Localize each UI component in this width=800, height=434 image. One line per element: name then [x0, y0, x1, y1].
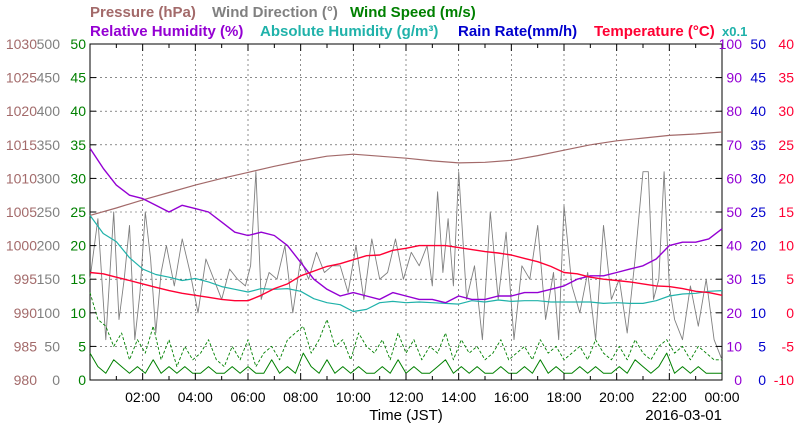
y-tick-label-wind-speed: 10: [70, 305, 86, 321]
legend-item: Wind Speed (m/s): [350, 4, 476, 21]
y-tick-label-rain-rate: 15: [750, 271, 766, 287]
x-tick-label: 10:00: [336, 389, 371, 405]
y-tick-label-wind-direction: 300: [37, 170, 61, 186]
x-tick-label: 06:00: [230, 389, 265, 405]
legend-item: Relative Humidity (%): [90, 23, 243, 40]
legend-item: x0.1: [722, 24, 747, 39]
y-tick-label-wind-direction: 50: [44, 338, 60, 354]
grid: [90, 44, 722, 380]
y-tick-label-rain-rate: 0: [758, 372, 766, 388]
y-tick-label-temperature: 5: [786, 271, 794, 287]
y-tick-label-pressure: 1020: [6, 103, 37, 119]
y-tick-label-wind-direction: 0: [52, 372, 60, 388]
y-tick-label-relative-humidity: 10: [726, 338, 742, 354]
x-tick-label: 02:00: [125, 389, 160, 405]
y-tick-label-wind-direction: 450: [37, 70, 61, 86]
y-tick-label-wind-direction: 350: [37, 137, 61, 153]
y-tick-label-temperature: 10: [778, 238, 794, 254]
y-tick-label-rain-rate: 10: [750, 305, 766, 321]
y-tick-label-wind-speed: 50: [70, 36, 86, 52]
y-tick-label-wind-speed: 0: [78, 372, 86, 388]
y-tick-label-wind-speed: 25: [70, 204, 86, 220]
x-tick-label: 22:00: [652, 389, 687, 405]
y-tick-label-temperature: 0: [786, 305, 794, 321]
y-tick-label-temperature: -5: [782, 338, 795, 354]
y-tick-label-pressure: 985: [14, 338, 38, 354]
legend: Pressure (hPa) Wind Direction (°) Wind Spe…: [90, 4, 747, 40]
y-tick-label-wind-speed: 45: [70, 70, 86, 86]
y-tick-label-rain-rate: 5: [758, 338, 766, 354]
y-tick-label-relative-humidity: 0: [734, 372, 742, 388]
legend-item: Temperature (°C): [594, 23, 715, 40]
y-tick-label-relative-humidity: 80: [726, 103, 742, 119]
y-tick-label-rain-rate: 45: [750, 70, 766, 86]
y-tick-label-relative-humidity: 70: [726, 137, 742, 153]
y-tick-label-wind-direction: 400: [37, 103, 61, 119]
y-tick-label-rain-rate: 50: [750, 36, 766, 52]
legend-item: Pressure (hPa): [90, 4, 196, 21]
y-tick-label-rain-rate: 20: [750, 238, 766, 254]
y-tick-label-wind-direction: 200: [37, 238, 61, 254]
series-layer: [89, 131, 723, 374]
x-tick-label: 08:00: [283, 389, 318, 405]
y-tick-label-wind-direction: 250: [37, 204, 61, 220]
y-tick-label-relative-humidity: 100: [719, 36, 743, 52]
y-tick-label-relative-humidity: 30: [726, 271, 742, 287]
y-tick-label-wind-speed: 20: [70, 238, 86, 254]
legend-item: Absolute Humidity (g/m³): [260, 23, 438, 40]
y-tick-label-relative-humidity: 40: [726, 238, 742, 254]
y-tick-label-pressure: 1030: [6, 36, 37, 52]
series-line-absolute-humidity: [89, 215, 723, 313]
y-tick-label-temperature: 20: [778, 170, 794, 186]
y-tick-label-wind-speed: 5: [78, 338, 86, 354]
y-tick-label-wind-direction: 150: [37, 271, 61, 287]
x-tick-label: 12:00: [388, 389, 423, 405]
y-tick-label-pressure: 990: [14, 305, 38, 321]
x-tick-label: 00:00: [704, 389, 739, 405]
y-tick-label-pressure: 1010: [6, 170, 37, 186]
x-axis-label: Time (JST): [369, 407, 443, 424]
axes-layer: 02:00 04:00 06:00 08:00 10:00 12:00 14:00 16:00…: [6, 36, 794, 405]
legend-item: Wind Direction (°): [212, 4, 338, 21]
y-tick-label-pressure: 1015: [6, 137, 37, 153]
y-tick-label-wind-speed: 35: [70, 137, 86, 153]
x-tick-label: 18:00: [546, 389, 581, 405]
x-tick-label: 04:00: [178, 389, 213, 405]
legend-item: Rain Rate(mm/h): [458, 23, 577, 40]
y-tick-label-wind-direction: 500: [37, 36, 61, 52]
y-tick-label-temperature: 40: [778, 36, 794, 52]
y-tick-label-relative-humidity: 60: [726, 170, 742, 186]
y-tick-label-pressure: 1005: [6, 204, 37, 220]
y-tick-label-wind-speed: 30: [70, 170, 86, 186]
series-line-temperature: [89, 244, 723, 302]
y-tick-label-relative-humidity: 90: [726, 70, 742, 86]
y-tick-label-pressure: 1000: [6, 238, 37, 254]
y-tick-label-rain-rate: 25: [750, 204, 766, 220]
date-label: 2016-03-01: [645, 407, 722, 424]
series-line-relative-humidity: [89, 147, 723, 304]
y-tick-label-temperature: -10: [774, 372, 794, 388]
y-tick-label-wind-speed: 15: [70, 271, 86, 287]
x-tick-label: 20:00: [599, 389, 634, 405]
y-tick-label-relative-humidity: 50: [726, 204, 742, 220]
y-tick-label-temperature: 35: [778, 70, 794, 86]
y-tick-label-rain-rate: 35: [750, 137, 766, 153]
series-line-wind-speed-gust: [89, 292, 722, 368]
y-tick-label-relative-humidity: 20: [726, 305, 742, 321]
y-tick-label-rain-rate: 40: [750, 103, 766, 119]
y-tick-label-wind-direction: 100: [37, 305, 61, 321]
x-tick-label: 16:00: [494, 389, 529, 405]
y-tick-label-pressure: 980: [14, 372, 38, 388]
y-tick-label-rain-rate: 30: [750, 170, 766, 186]
y-tick-label-wind-speed: 40: [70, 103, 86, 119]
y-tick-label-temperature: 25: [778, 137, 794, 153]
series-line-pressure: [89, 131, 723, 216]
series-line-wind-direction: [89, 171, 723, 360]
y-tick-label-pressure: 1025: [6, 70, 37, 86]
y-tick-label-temperature: 30: [778, 103, 794, 119]
x-tick-label: 14:00: [441, 389, 476, 405]
y-tick-label-temperature: 15: [778, 204, 794, 220]
y-tick-label-pressure: 995: [14, 271, 38, 287]
